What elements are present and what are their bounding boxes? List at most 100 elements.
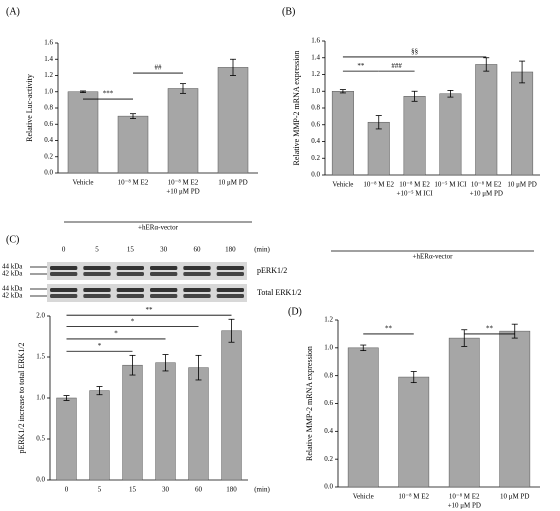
- x-tick-label: 10⁻⁵ M ICI: [434, 181, 467, 189]
- significance-label: ***: [103, 90, 114, 98]
- blot-band: [183, 266, 211, 270]
- x-tick-label: 15: [129, 486, 137, 494]
- y-tick-label: 1.4: [311, 53, 320, 61]
- x-tick-label: 10 μM PD: [218, 179, 247, 187]
- significance-label: ###: [391, 62, 402, 70]
- y-tick-label: 0.6: [311, 120, 320, 128]
- x-tick-label: 10⁻⁸ M E2: [398, 493, 429, 501]
- bar: [89, 390, 110, 481]
- y-tick-label: 0.8: [311, 104, 320, 112]
- blot-band: [50, 294, 78, 298]
- blot-band: [216, 294, 244, 298]
- y-tick-label: 1.6: [44, 39, 53, 47]
- y-tick-label: 1.6: [311, 37, 320, 45]
- blot-strip: [47, 284, 247, 302]
- x-tick-label: 60: [195, 486, 203, 494]
- y-tick-label: 0.8: [44, 104, 53, 112]
- blot-band: [116, 294, 144, 298]
- y-tick-label: 0.2: [324, 455, 333, 463]
- panel-label: (A): [6, 6, 20, 17]
- group-label: +hERα-vector: [413, 253, 454, 261]
- significance-label: *: [98, 342, 102, 350]
- y-tick-label: 0.8: [324, 371, 333, 379]
- y-tick-label: 0.2: [44, 152, 53, 160]
- lane-unit: (min): [254, 246, 270, 254]
- y-tick-label: 1.2: [44, 71, 53, 79]
- x-tick-label: 5: [98, 486, 102, 494]
- marker-label: 42 kDa: [2, 292, 23, 300]
- marker-label: 42 kDa: [2, 270, 23, 278]
- y-tick-label: 0.0: [44, 169, 53, 177]
- blot-band: [116, 266, 144, 270]
- y-tick-label: 0.0: [324, 483, 333, 491]
- lane-label: 0: [62, 246, 66, 254]
- x-tick-label: 10 μM PD: [500, 493, 529, 501]
- bar: [117, 115, 149, 174]
- panel-label: (C): [6, 234, 19, 245]
- bar: [403, 96, 426, 176]
- y-axis-label: Relative Luc-activity: [25, 74, 34, 142]
- blot-band: [150, 288, 178, 292]
- y-tick-label: 1.0: [36, 394, 45, 402]
- blot-band: [150, 294, 178, 298]
- y-axis-label: Relative MMP-2 mRNA expression: [305, 346, 314, 461]
- lane-label: 180: [225, 246, 236, 254]
- y-tick-label: 0.5: [36, 435, 45, 443]
- blot-band: [50, 272, 78, 276]
- blot-band: [116, 272, 144, 276]
- x-tick-label: +10 μM PD: [448, 502, 481, 510]
- x-tick-label: 10⁻⁸ M E2: [449, 493, 480, 501]
- blot-band: [216, 288, 244, 292]
- significance-label: **: [385, 325, 393, 333]
- y-tick-label: 1.2: [324, 316, 333, 324]
- y-tick-label: 0.6: [44, 120, 53, 128]
- blot-band: [216, 272, 244, 276]
- x-tick-label: Vehicle: [73, 179, 94, 187]
- blot-band: [183, 288, 211, 292]
- x-tick-label: +10⁻⁵ M ICI: [397, 190, 434, 198]
- x-tick-label: +10 μM PD: [166, 188, 199, 196]
- marker-label: 44 kDa: [2, 285, 23, 293]
- bar: [367, 121, 390, 176]
- bar: [511, 71, 534, 176]
- bar: [56, 397, 77, 481]
- bar: [167, 88, 199, 174]
- y-tick-label: 0.2: [311, 154, 320, 162]
- y-tick-label: 1.2: [311, 70, 320, 78]
- panel-label: (B): [282, 6, 295, 17]
- x-tick-label: 10⁻⁸ M E2: [363, 181, 394, 189]
- lane-label: 5: [95, 246, 99, 254]
- row-label: pERK1/2: [257, 266, 287, 275]
- x-tick-label: Vehicle: [332, 181, 353, 189]
- bar: [67, 91, 99, 174]
- bar: [448, 337, 480, 488]
- lane-label: 60: [194, 246, 202, 254]
- blot-band: [183, 294, 211, 298]
- y-tick-label: 1.4: [44, 55, 53, 63]
- y-tick-label: 0.4: [324, 427, 333, 435]
- blot-band: [116, 288, 144, 292]
- blot-band: [150, 272, 178, 276]
- bar: [217, 67, 249, 174]
- lane-label: 30: [160, 246, 168, 254]
- y-axis-label: Relative MMP-2 mRNA expression: [292, 51, 301, 166]
- panel-label: (D): [288, 306, 302, 317]
- x-tick-label: 10 μM PD: [507, 181, 536, 189]
- y-tick-label: 0.0: [36, 476, 45, 484]
- bar: [439, 93, 462, 176]
- y-tick-label: 0.0: [311, 171, 320, 179]
- blot-band: [50, 288, 78, 292]
- blot-band: [183, 272, 211, 276]
- bar: [331, 91, 354, 176]
- y-tick-label: 1.0: [44, 87, 53, 95]
- lane-label: 15: [127, 246, 135, 254]
- bar: [221, 330, 242, 481]
- bar: [155, 362, 176, 481]
- significance-label: ##: [155, 64, 163, 72]
- group-label: +hERα-vector: [138, 224, 179, 232]
- blot-band: [150, 266, 178, 270]
- row-label: Total ERK1/2: [257, 288, 302, 297]
- y-tick-label: 2.0: [36, 312, 45, 320]
- y-tick-label: 1.0: [324, 343, 333, 351]
- x-tick-label: 10⁻⁸ M E2: [118, 179, 149, 187]
